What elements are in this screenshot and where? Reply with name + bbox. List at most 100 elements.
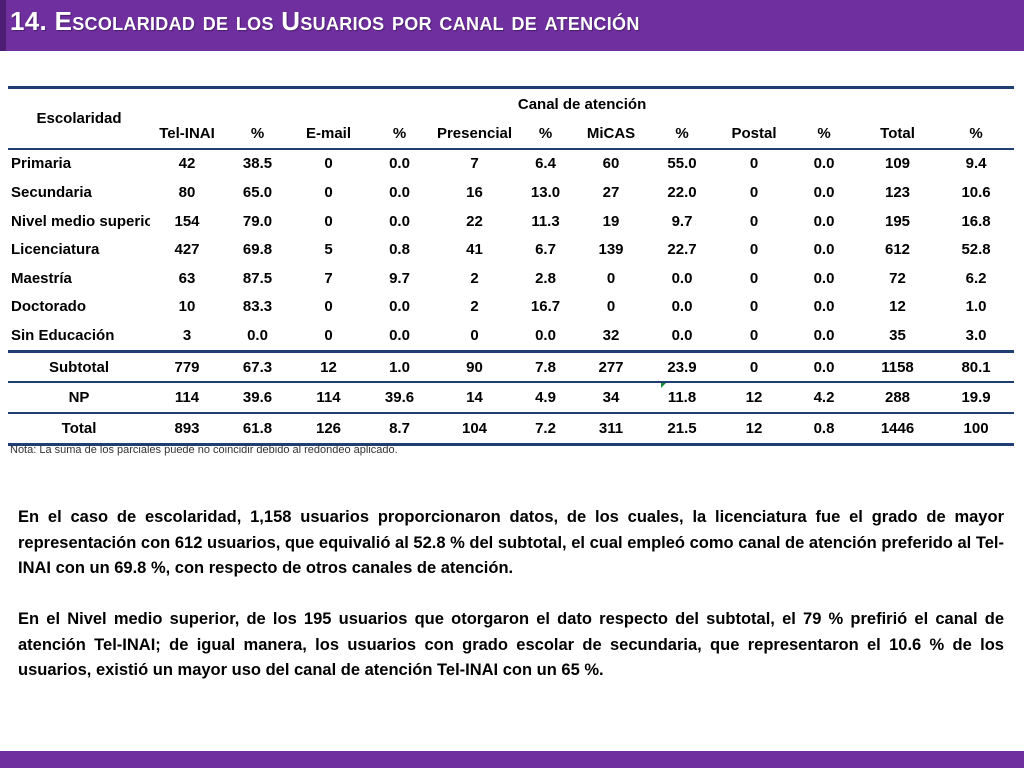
table-cell: 0.0 bbox=[389, 326, 410, 344]
table-cell: 34 bbox=[575, 381, 647, 413]
table-cell: 1158 bbox=[857, 349, 938, 383]
table-cell: 5 bbox=[324, 241, 333, 259]
table-cell: 6.2 bbox=[965, 269, 987, 287]
table-cell: 0.0 bbox=[813, 298, 835, 316]
row-label: Secundaria bbox=[11, 183, 92, 201]
table-row: Secundaria 80 65.0 0 0.0 16 13.0 27 22.0 0 0.0 123 1… bbox=[8, 178, 1014, 207]
table-cell: 42 bbox=[178, 155, 196, 173]
table-cell: 90 bbox=[433, 349, 516, 383]
table-cell: 9.7 bbox=[671, 212, 693, 230]
subtotal-row: Subtotal 779 67.3 12 1.0 90 7.8 277 23.9 0 0.0 1158… bbox=[8, 349, 1015, 383]
column-header: % bbox=[392, 124, 407, 142]
table-cell: 19.9 bbox=[938, 381, 1015, 413]
table-cell: 41 bbox=[466, 241, 483, 259]
table-cell: 52.8 bbox=[961, 241, 991, 259]
table-cell: 0.8 bbox=[791, 411, 857, 446]
table-cell: 0.0 bbox=[389, 212, 410, 230]
table-cell: 0.0 bbox=[671, 298, 693, 316]
row-label: Total bbox=[8, 411, 150, 446]
table-cell: 10 bbox=[178, 298, 196, 316]
bottom-bar bbox=[0, 751, 1024, 768]
table-cell: 0 bbox=[606, 269, 616, 287]
table-cell: 109 bbox=[884, 155, 911, 173]
table-cell: 0.0 bbox=[389, 155, 410, 173]
table-cell: 1.0 bbox=[965, 298, 987, 316]
schooling-table-container: Escolaridad Canal de atención Tel-INAI% E… bbox=[8, 85, 1015, 446]
table-cell: 0.0 bbox=[813, 241, 835, 259]
table-cell: 0 bbox=[324, 298, 333, 316]
row-label: Sin Educación bbox=[11, 326, 115, 344]
table-cell: 1446 bbox=[857, 411, 938, 446]
table-cell: 32 bbox=[602, 326, 620, 344]
table-cell: 23.9 bbox=[647, 349, 717, 383]
paragraph-1: En el caso de escolaridad, 1,158 usuario… bbox=[18, 508, 1004, 577]
table-cell: 0 bbox=[717, 349, 791, 383]
table-cell: 12 bbox=[889, 298, 906, 316]
table-cell: 16.7 bbox=[530, 298, 561, 316]
column-header: % bbox=[817, 124, 831, 142]
column-header: % bbox=[538, 124, 553, 142]
table-cell: 126 bbox=[291, 411, 366, 446]
table-cell: 0 bbox=[324, 155, 333, 173]
table-cell: 38.5 bbox=[242, 155, 273, 173]
table-cell: 0 bbox=[324, 326, 333, 344]
table-cell: 6.4 bbox=[535, 155, 556, 173]
table-cell: 0.0 bbox=[671, 326, 693, 344]
table-cell: 0 bbox=[749, 269, 759, 287]
table-cell: 10.6 bbox=[961, 183, 991, 201]
table-cell: 0 bbox=[749, 183, 759, 201]
row-label: NP bbox=[8, 381, 150, 413]
table-cell: 9.4 bbox=[965, 155, 987, 173]
table-cell: 87.5 bbox=[242, 269, 273, 287]
table-cell: 0.0 bbox=[813, 155, 835, 173]
table-cell: 3 bbox=[182, 326, 192, 344]
table-cell: 0.8 bbox=[389, 241, 410, 259]
column-header: Postal bbox=[731, 124, 777, 142]
table-cell: 0 bbox=[749, 241, 759, 259]
table-cell: 39.6 bbox=[366, 381, 433, 413]
table-cell: 79.0 bbox=[242, 212, 273, 230]
table-cell: 16.8 bbox=[961, 212, 991, 230]
table-cell: 2 bbox=[470, 298, 479, 316]
table-cell: 83.3 bbox=[242, 298, 273, 316]
table-row: Licenciatura 427 69.8 5 0.8 41 6.7 139 22.7 0 0.0 6… bbox=[8, 235, 1014, 264]
column-header: MiCAS bbox=[586, 124, 636, 142]
table-cell: 0.0 bbox=[247, 326, 268, 344]
table-cell: 12 bbox=[717, 411, 791, 446]
table-cell: 67.3 bbox=[224, 349, 291, 383]
table-cell: 0.0 bbox=[535, 326, 556, 344]
table-cell: 277 bbox=[575, 349, 647, 383]
table-row: Nivel medio superior 154 79.0 0 0.0 22 11.3 19 9… bbox=[8, 207, 1014, 236]
table-cell: 0 bbox=[324, 212, 333, 230]
table-cell: 0.0 bbox=[813, 212, 835, 230]
table-cell: 12 bbox=[717, 381, 791, 413]
table-cell: 7 bbox=[470, 155, 479, 173]
table-cell: 80 bbox=[178, 183, 196, 201]
table-cell: 0 bbox=[606, 298, 616, 316]
table-cell: 893 bbox=[150, 411, 224, 446]
column-header: % bbox=[250, 124, 265, 142]
table-cell: 0.0 bbox=[389, 183, 410, 201]
table-body: Primaria 42 38.5 0 0.0 7 6.4 60 55.0 0 0.0 109 9.4 Se… bbox=[8, 149, 1015, 446]
table-cell: 100 bbox=[938, 411, 1015, 446]
title-bar: 14. Escolaridad de los Usuarios por cana… bbox=[0, 0, 1024, 51]
table-cell: 16 bbox=[466, 183, 483, 201]
header-canal-de-atencion: Canal de atención bbox=[150, 86, 1015, 119]
table-cell: 35 bbox=[889, 326, 906, 344]
table-cell: 0 bbox=[749, 326, 759, 344]
table-cell: 139 bbox=[598, 241, 624, 259]
table-cell: 80.1 bbox=[938, 349, 1015, 383]
column-header-row: Tel-INAI% E-mail% Presencial% MiCAS% Postal%… bbox=[8, 119, 1015, 149]
table-cell: 779 bbox=[150, 349, 224, 383]
column-header: % bbox=[969, 124, 983, 142]
table-cell: 55.0 bbox=[667, 155, 697, 173]
table-cell: 22 bbox=[466, 212, 483, 230]
table-cell: 114 bbox=[150, 381, 224, 413]
table-cell: 0.0 bbox=[671, 269, 693, 287]
table-cell: 195 bbox=[884, 212, 911, 230]
table-cell: 19 bbox=[602, 212, 620, 230]
table-cell: 65.0 bbox=[242, 183, 273, 201]
table-cell: 0 bbox=[749, 155, 759, 173]
table-cell: 123 bbox=[884, 183, 911, 201]
schooling-table: Escolaridad Canal de atención Tel-INAI% E… bbox=[8, 85, 1015, 446]
